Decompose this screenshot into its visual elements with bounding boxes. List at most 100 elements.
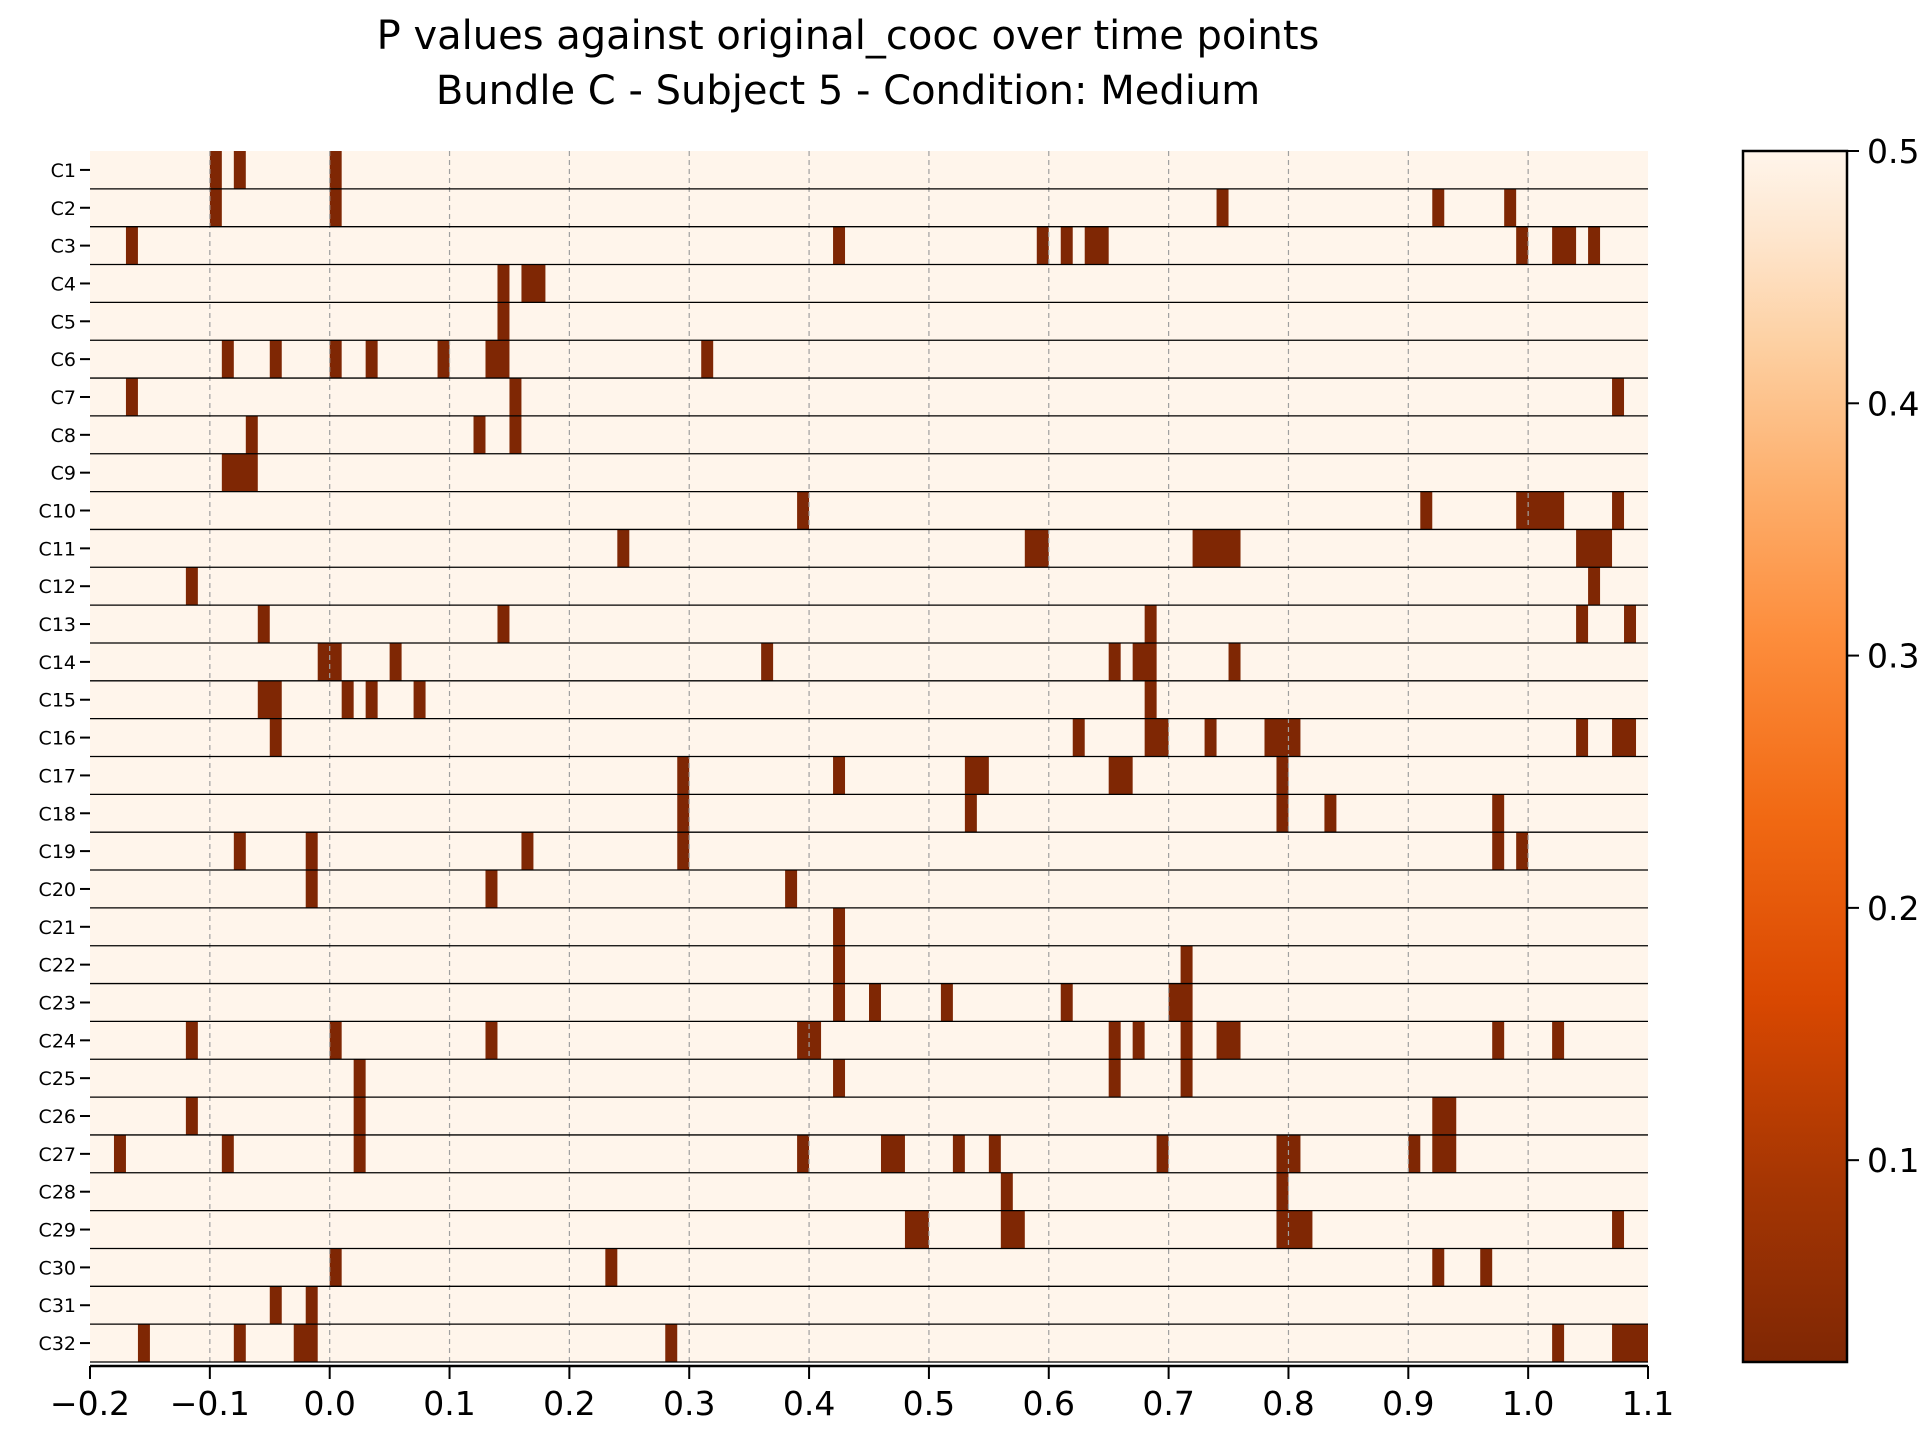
- x-tick-label: 0.9: [1382, 1384, 1434, 1423]
- heatmap-row-c30: [329, 1248, 1493, 1287]
- heatmap-cell-significant: [701, 340, 714, 379]
- heatmap-cell-significant: [521, 264, 546, 303]
- heatmap-cell-significant: [1432, 1097, 1457, 1135]
- heatmap-cell-significant: [1168, 983, 1193, 1022]
- heatmap-row-c6: [221, 340, 714, 379]
- heatmap-cell-significant: [485, 340, 510, 379]
- heatmap-cell-significant: [1432, 188, 1445, 227]
- x-tick-label: 0.6: [1023, 1384, 1075, 1423]
- heatmap-cell-significant: [305, 832, 318, 871]
- row-label-c14: C14: [39, 652, 76, 674]
- heatmap-cell-significant: [1192, 529, 1241, 568]
- row-label-c24: C24: [39, 1030, 76, 1052]
- row-label-c29: C29: [39, 1220, 76, 1242]
- heatmap-cell-significant: [797, 491, 810, 530]
- heatmap-cell-significant: [1180, 1021, 1193, 1060]
- heatmap-cell-significant: [1516, 491, 1565, 530]
- heatmap-cell-significant: [1576, 605, 1589, 643]
- heatmap-cell-significant: [317, 642, 342, 681]
- heatmap-cell-significant: [833, 945, 846, 984]
- heatmap-cell-significant: [797, 1021, 822, 1060]
- heatmap-cell-significant: [221, 340, 234, 379]
- x-tick-label: 0.7: [1142, 1384, 1194, 1423]
- heatmap-row-c11: [617, 529, 1613, 568]
- heatmap-row-c4: [497, 264, 546, 303]
- heatmap-cell-significant: [677, 832, 690, 871]
- heatmap-cell-significant: [1144, 718, 1169, 757]
- heatmap-cell-significant: [341, 680, 354, 719]
- heatmap-cell-significant: [329, 188, 342, 227]
- row-label-c15: C15: [39, 690, 76, 712]
- heatmap-cell-significant: [1108, 756, 1133, 795]
- heatmap-cell-significant: [1492, 832, 1505, 871]
- heatmap-cell-significant: [880, 1134, 905, 1173]
- heatmap-cell-significant: [1108, 1059, 1121, 1098]
- heatmap-cell-significant: [329, 151, 342, 189]
- row-label-c6: C6: [51, 349, 76, 371]
- heatmap-cell-significant: [353, 1097, 366, 1135]
- heatmap-row-c32: [137, 1324, 1648, 1362]
- row-label-c4: C4: [51, 273, 76, 295]
- heatmap-row-c7: [125, 378, 1625, 416]
- heatmap-cell-significant: [233, 151, 246, 189]
- heatmap-cell-significant: [1060, 983, 1073, 1022]
- heatmap-cell-significant: [1276, 756, 1289, 795]
- heatmap-cell-significant: [1576, 718, 1589, 757]
- heatmap-cell-significant: [1552, 1324, 1565, 1362]
- heatmap-cell-significant: [1432, 1134, 1457, 1173]
- heatmap-cell-significant: [1036, 226, 1049, 265]
- row-label-c12: C12: [39, 576, 76, 598]
- heatmap-cell-significant: [485, 870, 498, 908]
- heatmap-row-c5: [497, 302, 510, 341]
- heatmap-cell-significant: [1504, 188, 1517, 227]
- heatmap-cell-significant: [1216, 1021, 1241, 1060]
- heatmap-cell-significant: [1072, 718, 1085, 757]
- heatmap-cell-significant: [964, 794, 977, 833]
- heatmap-cell-significant: [1420, 491, 1433, 530]
- heatmap-cell-significant: [1480, 1248, 1493, 1287]
- heatmap-cell-significant: [677, 756, 690, 795]
- heatmap-cell-significant: [185, 1097, 198, 1135]
- heatmap-row-c17: [677, 756, 1289, 795]
- heatmap-cell-significant: [1180, 1059, 1193, 1098]
- heatmap-row-c18: [677, 794, 1505, 833]
- heatmap-row-c2: [209, 188, 1517, 227]
- x-tick-label: 1.1: [1622, 1384, 1674, 1423]
- chart-title: P values against original_cooc over time…: [377, 13, 1320, 59]
- colorbar-tick-label: 0.1: [1867, 1141, 1919, 1180]
- row-label-c23: C23: [39, 992, 76, 1014]
- heatmap-cell-significant: [1408, 1134, 1421, 1173]
- heatmap-cell-significant: [497, 302, 510, 341]
- colorbar-tick-label: 0.5: [1867, 132, 1919, 171]
- heatmap-cell-significant: [509, 415, 522, 454]
- x-tick-label: 0.8: [1262, 1384, 1314, 1423]
- row-label-c32: C32: [39, 1333, 76, 1355]
- row-label-c11: C11: [39, 538, 76, 560]
- heatmap-row-c26: [185, 1097, 1457, 1135]
- heatmap-cell-significant: [605, 1248, 618, 1287]
- heatmap-cell-significant: [833, 1059, 846, 1098]
- row-label-c13: C13: [39, 614, 76, 636]
- x-tick-label: 0.0: [303, 1384, 355, 1423]
- heatmap-cell-significant: [125, 378, 138, 416]
- heatmap-cell-significant: [437, 340, 450, 379]
- heatmap-cell-significant: [245, 415, 258, 454]
- row-label-c22: C22: [39, 955, 76, 977]
- heatmap-cell-significant: [257, 680, 282, 719]
- heatmap-cell-significant: [185, 1021, 198, 1060]
- heatmap-row-c28: [1000, 1172, 1289, 1211]
- row-label-c31: C31: [39, 1295, 76, 1317]
- heatmap-cell-significant: [1612, 491, 1625, 530]
- heatmap-cell-significant: [365, 340, 378, 379]
- row-label-c27: C27: [39, 1144, 76, 1166]
- x-tick-label: −0.1: [170, 1384, 250, 1423]
- heatmap-cell-significant: [677, 794, 690, 833]
- heatmap-cell-significant: [1612, 1210, 1625, 1249]
- row-label-c18: C18: [39, 803, 76, 825]
- heatmap-cell-significant: [1612, 378, 1625, 416]
- heatmap-cell-significant: [233, 1324, 246, 1362]
- heatmap-row-c20: [305, 870, 798, 908]
- heatmap-row-c19: [233, 832, 1529, 871]
